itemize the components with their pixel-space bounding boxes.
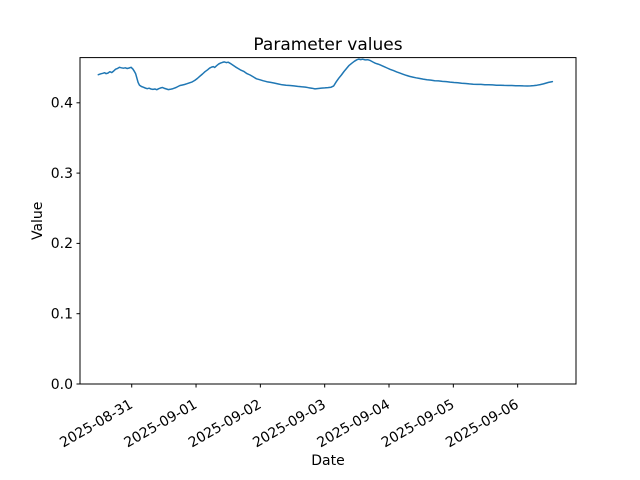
y-tick-label: 0.2 [51,236,73,252]
y-tick-label: 0.0 [51,377,73,393]
x-axis-label: Date [311,453,344,469]
y-tick-label: 0.3 [51,166,73,182]
y-tick-label: 0.1 [51,307,73,323]
plot-border [79,57,577,385]
data-line-parameter-value [97,58,554,91]
chart-title: Parameter values [253,35,402,55]
x-tick-label: 2025-09-06 [443,397,522,452]
y-tick-label: 0.4 [51,96,73,112]
y-axis-label: Value [30,202,46,240]
